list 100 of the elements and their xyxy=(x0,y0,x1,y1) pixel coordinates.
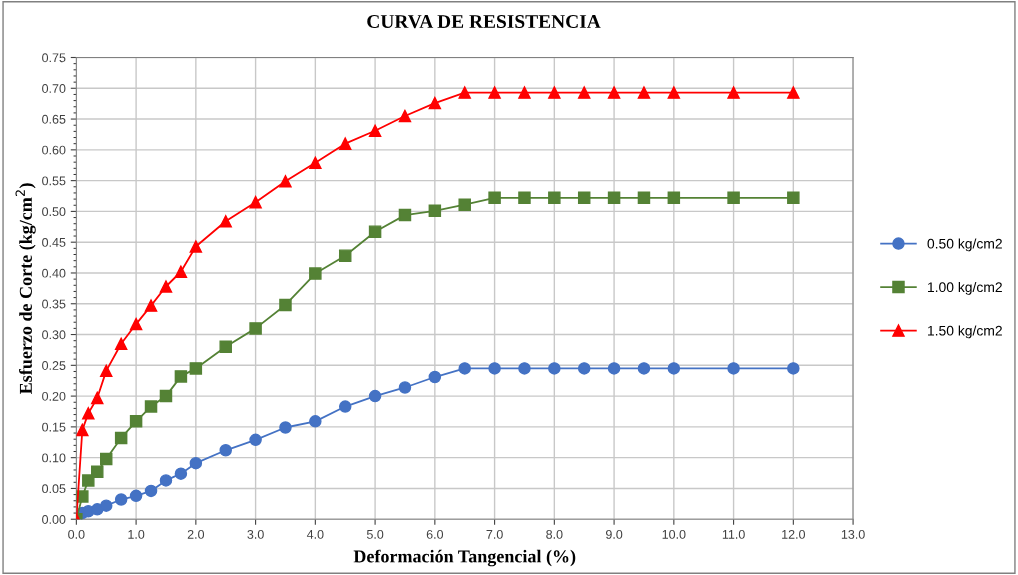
y-tick-label: 0.00 xyxy=(42,515,66,524)
chart-title: CURVA DE RESISTENCIA xyxy=(367,14,601,29)
point xyxy=(189,362,203,375)
point xyxy=(144,400,158,413)
x-tick-label: 1.0 xyxy=(128,529,145,539)
point xyxy=(82,474,95,487)
y-tick-label: 0.35 xyxy=(42,299,66,309)
point xyxy=(368,225,382,238)
point xyxy=(428,370,442,384)
point xyxy=(279,298,292,312)
point xyxy=(91,391,104,405)
point xyxy=(398,109,412,123)
y-tick-label: 0.05 xyxy=(42,484,66,494)
point xyxy=(667,362,681,375)
x-tick-label: 11.0 xyxy=(722,529,745,539)
point xyxy=(279,174,292,188)
point xyxy=(667,191,681,205)
point xyxy=(428,96,442,110)
point xyxy=(607,86,621,99)
point xyxy=(76,423,89,437)
point xyxy=(458,198,471,211)
point xyxy=(607,191,621,205)
point xyxy=(219,340,232,354)
x-tick-label: 13.0 xyxy=(841,529,865,539)
point xyxy=(727,191,740,205)
x-tick-label: 5.0 xyxy=(366,529,384,539)
point xyxy=(159,474,173,487)
point xyxy=(398,208,412,222)
point xyxy=(91,465,104,479)
x-tick-label: 6.0 xyxy=(426,529,444,539)
point xyxy=(338,249,352,262)
y-tick-label: 0.25 xyxy=(42,361,66,370)
point xyxy=(82,407,95,420)
point xyxy=(637,191,651,205)
y-tick-label: 0.65 xyxy=(42,114,66,124)
point xyxy=(129,415,143,428)
point xyxy=(518,191,531,205)
y-tick-label: 0.40 xyxy=(42,268,66,278)
legend-label: 0.50 kg/cm2 xyxy=(927,238,1002,252)
point xyxy=(727,86,740,99)
point xyxy=(548,362,561,375)
point xyxy=(219,215,232,228)
point xyxy=(637,362,651,375)
point xyxy=(548,191,561,205)
point xyxy=(144,299,158,312)
point xyxy=(637,86,651,99)
point xyxy=(787,191,800,205)
x-tick-label: 10.0 xyxy=(662,529,686,539)
x-tick-label: 0.0 xyxy=(68,529,85,539)
point xyxy=(249,195,262,209)
y-tick-label: 0.50 xyxy=(42,207,66,217)
point xyxy=(727,362,740,375)
point xyxy=(219,444,232,457)
point xyxy=(114,493,128,506)
point xyxy=(368,124,382,138)
point xyxy=(309,415,322,428)
point xyxy=(99,499,113,512)
x-tick-label: 4.0 xyxy=(306,529,324,539)
x-tick-label: 3.0 xyxy=(247,529,264,539)
point xyxy=(174,467,188,480)
point xyxy=(174,370,188,383)
point xyxy=(144,484,158,498)
legend-label: 1.50 kg/cm2 xyxy=(928,325,1002,339)
y-tick-label: 0.70 xyxy=(42,84,66,93)
point xyxy=(174,265,188,278)
point xyxy=(577,362,591,375)
point xyxy=(368,389,382,403)
x-tick-label: 9.0 xyxy=(605,529,623,539)
point xyxy=(428,204,442,218)
point xyxy=(518,362,531,375)
point xyxy=(338,400,352,413)
point xyxy=(159,280,173,293)
point xyxy=(309,156,322,170)
point xyxy=(114,337,128,351)
y-tick-label: 0.20 xyxy=(42,391,66,401)
point xyxy=(518,86,531,99)
point xyxy=(114,431,128,445)
x-tick-label: 7.0 xyxy=(486,529,503,539)
point xyxy=(189,240,203,253)
point xyxy=(249,433,262,447)
point xyxy=(787,362,800,375)
y-axis-title: Esfuerzo de Corte (kg/cm$^{2}$) xyxy=(15,183,36,394)
y-tick-label: 0.75 xyxy=(42,53,66,63)
x-tick-label: 2.0 xyxy=(187,529,205,539)
point xyxy=(458,362,471,375)
point xyxy=(309,267,322,280)
point xyxy=(279,421,292,434)
point xyxy=(548,86,561,99)
point xyxy=(667,86,681,99)
x-tick-label: 8.0 xyxy=(546,529,563,539)
point xyxy=(159,389,173,403)
point xyxy=(488,362,501,375)
legend-label: 1.00 kg/cm2 xyxy=(928,281,1002,295)
point xyxy=(577,86,591,99)
point xyxy=(398,381,412,394)
x-tick-label: 12.0 xyxy=(782,529,806,539)
point xyxy=(488,191,501,205)
point xyxy=(458,86,471,99)
point xyxy=(488,86,501,99)
point xyxy=(249,322,262,335)
